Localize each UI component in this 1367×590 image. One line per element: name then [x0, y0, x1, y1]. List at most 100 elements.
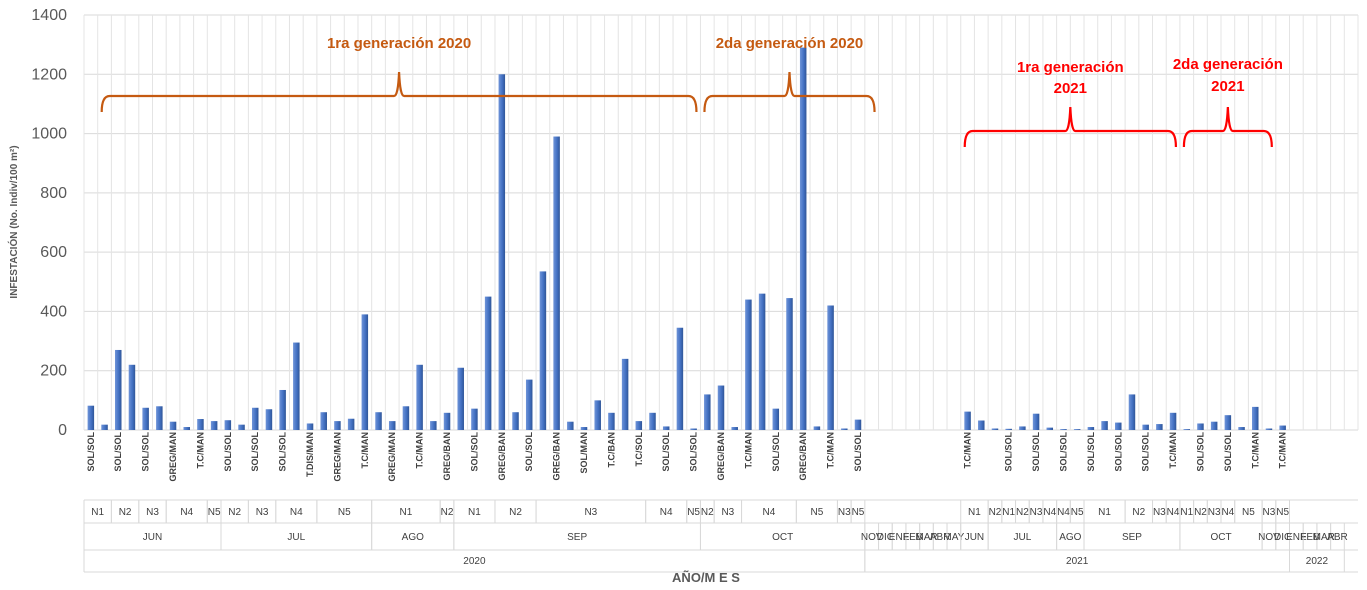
group-label: N1 [1098, 507, 1111, 518]
group-label: N4 [1221, 507, 1234, 518]
group-label: JUN [965, 532, 984, 543]
group-label: N2 [228, 507, 241, 518]
bar [1101, 421, 1108, 430]
bar [375, 412, 382, 430]
group-label: N2 [701, 507, 714, 518]
bar [402, 406, 410, 430]
generation-label: 2021 [1054, 80, 1087, 97]
bar [430, 421, 437, 430]
bar [621, 358, 629, 430]
bar [1005, 428, 1012, 430]
bar [991, 428, 999, 430]
group-label: AGO [402, 532, 424, 543]
category-tick-label: SOL/MAN [579, 432, 589, 474]
bar [416, 364, 423, 430]
group-label: FEB [903, 532, 923, 543]
bar [169, 421, 177, 430]
group-label: AGO [1059, 532, 1081, 543]
bar [1087, 427, 1095, 430]
bar [512, 412, 519, 430]
group-label: 2022 [1306, 556, 1329, 567]
x-category-labels: SOL/SOL SOL/SOL SOL/SOL GREG/MAN T.C/MAN SOL/… [86, 432, 1288, 482]
bar [87, 405, 95, 430]
group-label: JUL [1013, 532, 1031, 543]
category-tick-label: SOL/SOL [771, 432, 781, 472]
bar [1115, 422, 1122, 430]
generation-brace [963, 106, 1178, 148]
bar [471, 408, 478, 430]
bar [183, 427, 190, 430]
category-tick-label: T.C/MAN [1278, 432, 1288, 469]
category-tick-label: GREG/BAN [716, 432, 726, 481]
bar [388, 421, 396, 430]
bar [813, 426, 821, 430]
category-tick-label: GREG/MAN [332, 432, 342, 482]
generation-brace [1182, 106, 1273, 148]
bar [484, 296, 492, 430]
category-tick-label: SOL/SOL [469, 432, 479, 472]
bar [704, 394, 711, 430]
bar [690, 428, 697, 430]
bar [251, 407, 259, 430]
category-tick-label: SOL/SOL [689, 432, 699, 472]
group-label: N4 [290, 507, 303, 518]
bar [1224, 415, 1232, 430]
bar [1197, 423, 1204, 430]
bar [772, 408, 780, 430]
group-label: MAY [943, 532, 964, 543]
y-tick-label: 1000 [31, 126, 67, 143]
category-tick-label: T.C/MAN [360, 432, 370, 469]
group-label: N2 [441, 507, 454, 518]
group-label: N4 [1043, 507, 1056, 518]
category-tick-label: SOL/SOL [1141, 432, 1151, 472]
group-label: N4 [763, 507, 776, 518]
category-tick-label: SOL/SOL [141, 432, 151, 472]
bar [539, 271, 547, 430]
category-tick-label: T.C/BAN [606, 432, 616, 468]
category-tick-label: SOL/SOL [661, 432, 671, 472]
y-tick-labels: 0 200 400 600 800 1000 1200 1400 [31, 7, 67, 439]
bar [1032, 413, 1040, 430]
category-tick-label: SOL/SOL [250, 432, 260, 472]
group-label: N3 [584, 507, 597, 518]
bar [580, 427, 588, 430]
bar [553, 136, 560, 431]
bar [1128, 394, 1136, 430]
bar [265, 409, 273, 430]
category-tick-label: T.C/MAN [963, 432, 973, 469]
category-tick-label: GREG/BAN [798, 432, 808, 481]
group-label: N3 [1153, 507, 1166, 518]
group-label: ENE [1286, 532, 1307, 543]
category-tick-label: GREG/BAN [497, 432, 507, 481]
group-label: JUN [143, 532, 162, 543]
bar [361, 314, 369, 430]
category-tick-label: SOL/SOL [1195, 432, 1205, 472]
bar [676, 327, 684, 430]
category-tick-label: SOL/SOL [1058, 432, 1068, 472]
group-label: NOV [861, 532, 883, 543]
bar [334, 421, 341, 430]
category-tick-label: SOL/SOL [1223, 432, 1233, 472]
y-tick-label: 800 [40, 185, 67, 202]
group-label: ENE [889, 532, 910, 543]
group-label: N5 [1242, 507, 1255, 518]
bar [786, 298, 793, 430]
group-label: N3 [256, 507, 269, 518]
group-label: N2 [1132, 507, 1145, 518]
bar [567, 421, 574, 430]
category-tick-label: SOL/SOL [853, 432, 863, 472]
y-tick-label: 1200 [31, 66, 67, 83]
y-tick-label: 0 [58, 422, 67, 439]
y-tick-label: 200 [40, 363, 67, 380]
group-label: ABR [1327, 532, 1348, 543]
bar [347, 418, 355, 430]
group-label: OCT [1210, 532, 1231, 543]
bar [1252, 406, 1259, 430]
category-tick-label: SOL/SOL [1004, 432, 1014, 472]
category-tick-label: SOL/SOL [524, 432, 534, 472]
bar [608, 412, 615, 430]
bars [87, 47, 1286, 431]
bar [210, 421, 218, 430]
